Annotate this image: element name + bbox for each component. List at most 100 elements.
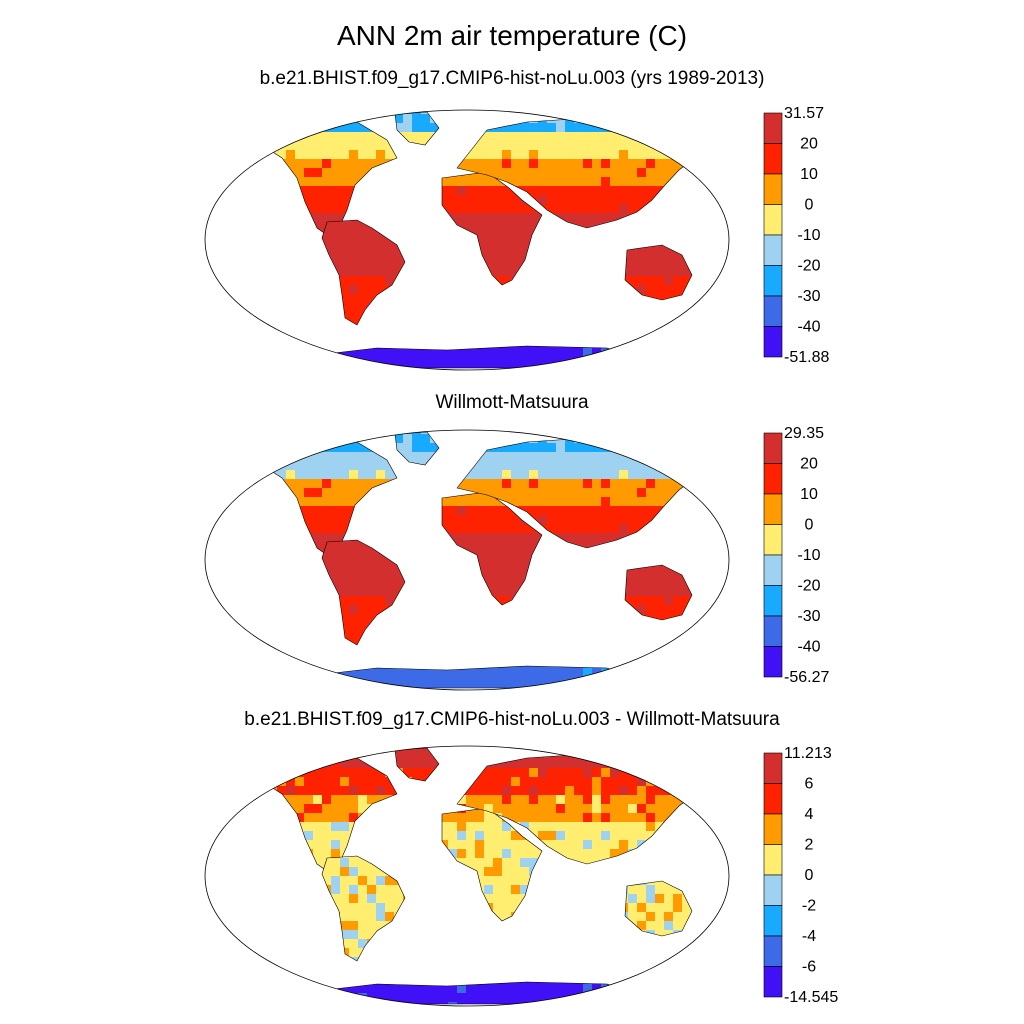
grid-cell (232, 159, 242, 169)
grid-cell (628, 114, 638, 124)
grid-cell (331, 258, 341, 268)
grid-cell (241, 339, 251, 349)
grid-cell (727, 123, 737, 133)
grid-cell (214, 177, 224, 187)
grid-cell (673, 105, 683, 115)
grid-cell (718, 132, 728, 142)
grid-cell (385, 366, 395, 376)
grid-cell (250, 150, 260, 160)
grid-cell (295, 105, 305, 115)
grid-cell (205, 339, 215, 349)
grid-cell (376, 240, 386, 250)
grid-cell (349, 312, 359, 322)
grid-cell (547, 105, 557, 115)
grid-cell (349, 150, 359, 160)
grid-cell (700, 339, 710, 349)
grid-cell (556, 366, 566, 376)
grid-cell (232, 312, 242, 322)
grid-cell (277, 132, 287, 142)
grid-cell (214, 321, 224, 331)
grid-cell (205, 168, 215, 178)
grid-cell (232, 123, 242, 133)
grid-cell (331, 231, 341, 241)
grid-cell (610, 357, 620, 367)
grid-cell (655, 132, 665, 142)
grid-cell (262, 123, 269, 133)
grid-cell (673, 123, 683, 133)
grid-cell (313, 357, 323, 367)
grid-cell (664, 357, 674, 367)
grid-cell (304, 105, 314, 115)
grid-cell (232, 348, 242, 358)
grid-cell (700, 123, 710, 133)
grid-cell (223, 357, 233, 367)
grid-cell (709, 141, 719, 151)
grid-cell (262, 132, 269, 142)
grid-cell (691, 141, 701, 151)
grid-cell (268, 330, 278, 340)
grid-cell (682, 321, 692, 331)
grid-cell (340, 267, 350, 277)
grid-cell (718, 312, 728, 322)
grid-cell (718, 141, 728, 151)
grid-cell (637, 339, 647, 349)
grid-cell (241, 150, 251, 160)
grid-cell (664, 366, 674, 376)
grid-cell (214, 123, 224, 133)
grid-cell (727, 348, 737, 358)
grid-cell (295, 141, 305, 151)
grid-cell (205, 132, 215, 142)
grid-cell (583, 357, 593, 367)
grid-cell (709, 150, 719, 160)
grid-cell (664, 105, 674, 115)
grid-cell (277, 114, 287, 124)
grid-cell (727, 150, 737, 160)
grid-cell (205, 312, 215, 322)
grid-cell (727, 321, 737, 331)
grid-cell (322, 114, 332, 124)
grid-cell (259, 114, 269, 124)
grid-cell (673, 330, 683, 340)
grid-cell (727, 141, 737, 151)
grid-cell (304, 357, 314, 367)
grid-cell (214, 159, 224, 169)
grid-cell (340, 132, 350, 142)
grid-cell (322, 168, 332, 178)
grid-cell (709, 105, 719, 115)
grid-cell (664, 366, 674, 376)
grid-cell (664, 348, 674, 358)
grid-cell (205, 105, 215, 115)
grid-cell (322, 213, 332, 223)
grid-cell (205, 321, 215, 331)
grid-cell (727, 267, 737, 277)
grid-cell (340, 123, 350, 133)
grid-cell (322, 357, 332, 367)
grid-cell (691, 150, 701, 160)
grid-cell (223, 303, 233, 313)
grid-cell (241, 105, 251, 115)
grid-cell (709, 357, 719, 367)
grid-cell (349, 366, 359, 376)
grid-cell (223, 168, 233, 178)
grid-cell (277, 348, 287, 358)
grid-cell (268, 366, 278, 376)
grid-cell (313, 366, 323, 376)
grid-cell (619, 114, 629, 124)
grid-cell (682, 132, 692, 142)
grid-cell (700, 123, 710, 133)
grid-cell (268, 123, 278, 133)
grid-cell (223, 123, 233, 133)
grid-cell (727, 132, 737, 142)
grid-cell (331, 357, 341, 367)
grid-cell (691, 105, 701, 115)
grid-cell (286, 150, 296, 160)
grid-cell (700, 303, 710, 313)
grid-cell (727, 114, 737, 124)
grid-cell (403, 114, 413, 124)
grid-cell (223, 159, 233, 169)
grid-cell (241, 159, 251, 169)
grid-cell (700, 114, 710, 124)
grid-cell (655, 123, 665, 133)
grid-cell (349, 105, 359, 115)
